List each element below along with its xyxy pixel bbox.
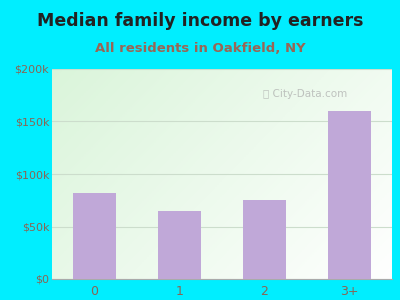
Bar — [328, 111, 371, 279]
Text: All residents in Oakfield, NY: All residents in Oakfield, NY — [95, 41, 305, 55]
Bar — [73, 193, 116, 279]
Text: ⓘ City-Data.com: ⓘ City-Data.com — [263, 89, 347, 99]
Bar — [158, 211, 201, 279]
Text: Median family income by earners: Median family income by earners — [37, 12, 363, 30]
Bar — [243, 200, 286, 279]
